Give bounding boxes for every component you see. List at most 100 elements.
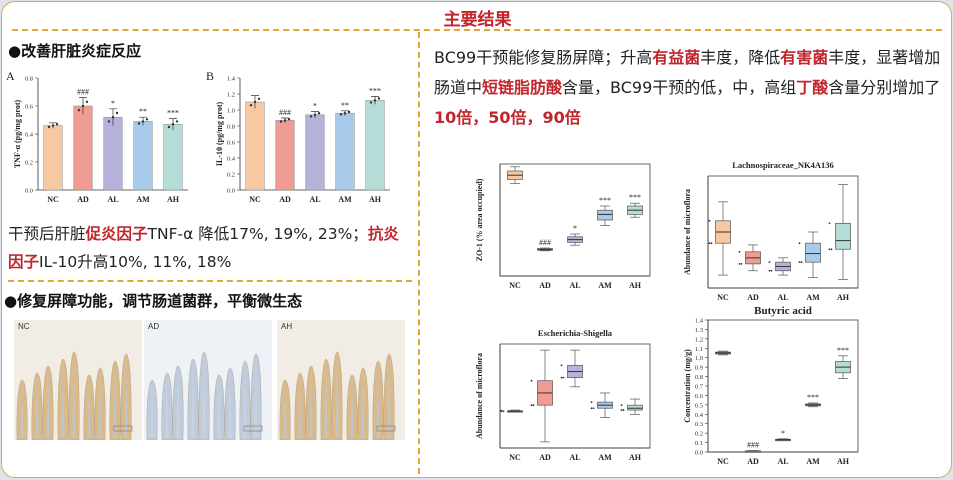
chart-title: Escherichia-Shigella <box>538 328 613 338</box>
data-point <box>313 113 317 116</box>
significance-mark: * <box>781 429 785 438</box>
data-point <box>317 112 321 115</box>
right-text-0: BC99干预能修复肠屏障；升高 <box>434 48 653 67</box>
villus-core <box>217 377 221 438</box>
villus-core <box>150 382 154 438</box>
data-point <box>279 120 283 123</box>
villus-core <box>228 370 232 438</box>
data-point <box>85 100 89 103</box>
liver-summary-1: 促炎因子 <box>85 225 148 243</box>
liver-summary: 干预后肝脏促炎因子TNF-α 降低17%, 19%, 23%；抗炎因子IL-10… <box>8 220 412 276</box>
x-tick-label: AD <box>539 453 551 462</box>
y-tick-label: 0.0 <box>695 450 703 457</box>
histology-nc: NC <box>14 320 142 440</box>
microbiota-summary: BC99干预能修复肠屏障；升高有益菌丰度，降低有害菌丰度，显著增加肠道中短链脂肪… <box>434 43 944 133</box>
y-tick-label: 0.6 <box>695 393 704 400</box>
histology-label-ad: AD <box>148 322 160 331</box>
data-point <box>377 97 381 100</box>
data-point <box>309 115 313 118</box>
bar-nc <box>43 125 63 191</box>
x-tick-label: AH <box>629 453 642 462</box>
data-point <box>347 110 351 114</box>
data-point <box>590 407 593 410</box>
significance-mark: *** <box>369 86 381 95</box>
plot-frame <box>499 163 651 277</box>
villus-core <box>165 375 169 438</box>
y-tick-label: 0.4 <box>695 412 704 419</box>
y-axis-label: Abundance of microflora <box>683 189 692 275</box>
bar-am <box>133 121 153 191</box>
x-tick-label: AM <box>598 281 612 290</box>
data-point <box>111 116 115 119</box>
histology-label-ah: AH <box>281 322 293 331</box>
escherichia-box-chart: Escherichia-Shigella Abundance of microfl… <box>475 328 651 462</box>
data-point <box>768 269 771 272</box>
x-tick-label: AM <box>598 453 612 462</box>
significance-mark: ** <box>341 101 349 110</box>
y-axis-label: IL-10 (pg/mg prot) <box>215 102 224 167</box>
significance-mark: *** <box>837 346 849 355</box>
box-am <box>805 242 821 263</box>
lachno-box-chart: Lachnospiraceae_NK4A136 Abundance of micr… <box>683 160 859 302</box>
left-section-divider <box>8 280 412 282</box>
data-point <box>77 109 81 112</box>
x-tick-label: AH <box>837 293 850 302</box>
data-point <box>710 242 713 245</box>
y-tick-label: 1.3 <box>695 327 703 334</box>
data-point <box>137 122 141 125</box>
x-tick-label: AL <box>107 195 118 204</box>
histology-ad: AD <box>144 320 272 440</box>
x-tick-label: NC <box>249 195 261 204</box>
villus-core <box>324 361 328 438</box>
data-point <box>171 123 175 126</box>
significance-mark: *** <box>599 196 611 205</box>
data-point <box>530 379 533 382</box>
right-text-8: 含量分别增加了 <box>828 78 941 97</box>
x-tick-label: NC <box>509 281 521 290</box>
x-tick-label: AH <box>369 195 382 204</box>
data-point <box>253 100 257 104</box>
data-point <box>620 404 623 407</box>
villus-core <box>335 354 339 438</box>
panel-a-letter: A <box>6 69 15 83</box>
data-point <box>175 120 179 123</box>
data-point <box>55 123 59 126</box>
significance-mark: * <box>313 102 317 111</box>
data-point <box>167 125 171 129</box>
x-tick-label: AD <box>77 195 89 204</box>
box-am <box>597 209 613 221</box>
y-tick-label: 1.0 <box>695 355 703 362</box>
y-tick-label: 1.1 <box>695 346 703 353</box>
x-tick-label: AM <box>806 293 820 302</box>
bar-ad <box>275 120 295 191</box>
villus-core <box>202 354 206 438</box>
data-point <box>47 125 51 129</box>
significance-mark: ### <box>539 238 551 247</box>
data-point <box>373 99 377 102</box>
x-tick-label: NC <box>509 453 521 462</box>
data-point <box>249 104 253 107</box>
y-tick-label: 0.2 <box>695 431 703 438</box>
x-tick-label: AH <box>629 281 642 290</box>
liver-summary-4: IL-10升高10%, 11%, 18% <box>39 253 232 271</box>
chart-title: Butyric acid <box>754 305 812 317</box>
villus-core <box>176 368 180 438</box>
x-tick-label: AD <box>747 457 759 466</box>
x-tick-label: AL <box>569 453 580 462</box>
significance-mark: ### <box>747 441 759 450</box>
data-point <box>530 404 533 407</box>
box-ah <box>835 223 851 250</box>
y-tick-label: 0.8 <box>695 374 703 381</box>
y-tick-label: 0.0 <box>25 188 33 195</box>
scale-bar <box>113 425 133 432</box>
liver-summary-0: 干预后肝脏 <box>8 225 86 243</box>
y-tick-label: 0.4 <box>25 132 34 139</box>
histology-label-nc: NC <box>18 322 30 331</box>
villus-core <box>309 368 313 438</box>
y-tick-label: 1.2 <box>695 336 703 343</box>
barrier-heading: ●修复屏障功能，调节肠道菌群，平衡微生态 <box>4 292 303 310</box>
x-tick-label: AL <box>777 457 788 466</box>
significance-mark: * <box>111 99 115 108</box>
data-point <box>500 410 503 413</box>
data-point <box>287 118 291 121</box>
